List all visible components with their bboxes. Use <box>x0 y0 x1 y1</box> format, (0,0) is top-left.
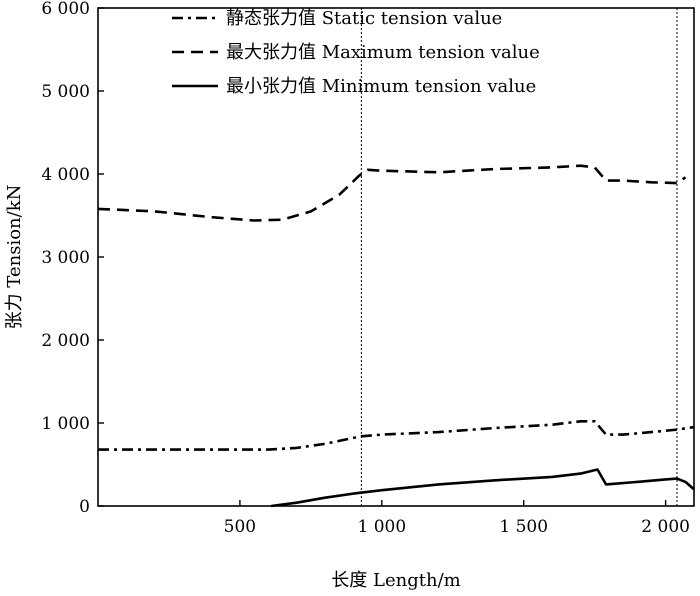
series-line-dash-dot <box>98 419 695 451</box>
y-tick-label: 6 000 <box>41 0 90 19</box>
legend-label: 最小张力值 Minimum tension value <box>226 76 536 97</box>
y-tick-label: 2 000 <box>41 331 90 351</box>
axis-ticks: 500 1 000 1 500 2 000 0 1 000 2 000 3 000 4 000 5… <box>41 0 690 537</box>
series-line-solid <box>270 468 695 508</box>
y-tick-label: 3 000 <box>41 248 90 268</box>
series-line-dashed <box>97 164 687 222</box>
legend-label: 最大张力值 Maximum tension value <box>226 42 540 63</box>
x-tick-label: 1 500 <box>499 517 548 537</box>
x-tick-label: 1 000 <box>357 517 406 537</box>
x-tick-label: 500 <box>224 517 256 537</box>
reference-lines <box>360 8 678 506</box>
y-tick-label: 0 <box>79 497 90 517</box>
y-tick-label: 5 000 <box>41 82 90 102</box>
y-tick-label: 4 000 <box>41 165 90 185</box>
y-axis-title: 张力 Tension/kN <box>4 185 25 330</box>
y-tick-label: 1 000 <box>41 414 90 434</box>
legend-label: 静态张力值 Static tension value <box>226 8 502 29</box>
legend: 静态张力值 Static tension value 最大张力值 Maximum … <box>172 8 540 97</box>
x-tick-label: 2 000 <box>641 517 690 537</box>
x-axis-title: 长度 Length/m <box>331 570 460 591</box>
series-layer <box>97 164 695 508</box>
